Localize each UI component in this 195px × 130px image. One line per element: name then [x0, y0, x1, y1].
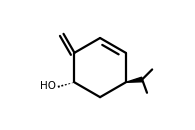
Text: HO: HO [40, 81, 56, 91]
Polygon shape [126, 77, 143, 82]
